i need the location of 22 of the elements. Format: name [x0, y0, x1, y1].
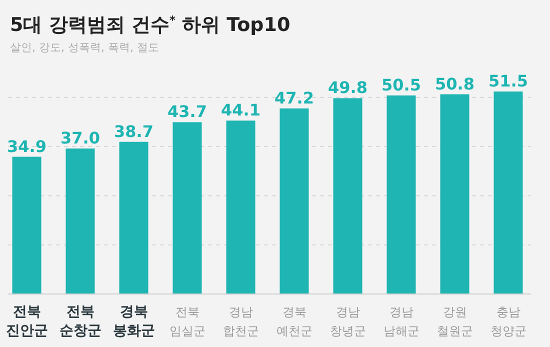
x-tick-label: 전북 임실군 — [169, 305, 206, 338]
title: 5대 강력범죄 건수$^{*}$ 하위 Top10 — [10, 13, 290, 36]
subtitle: 살인, 강도, 성폭력, 폭력, 절도 — [10, 41, 159, 54]
x-tick-label: 충남 청양군 — [490, 305, 526, 338]
x-tick-label: 경북 예천군 — [276, 305, 312, 338]
data-label: 38.7 — [114, 122, 154, 141]
x-tick-label: 경남 합천군 — [222, 305, 259, 338]
data-label: 49.8 — [328, 78, 368, 98]
data-label: 50.8 — [435, 74, 474, 94]
data-label: 44.1 — [221, 100, 260, 120]
x-tick-label: 강원 철원군 — [436, 305, 473, 338]
x-tick-label: 경북 봉화군 — [112, 304, 155, 339]
x-tick-label: 전북 진안군 — [6, 304, 48, 339]
data-label: 43.7 — [168, 102, 207, 122]
x-tick-label: 경남 창녕군 — [330, 305, 366, 338]
data-label: 34.9 — [7, 136, 46, 156]
data-label: 47.2 — [274, 88, 314, 108]
x-tick-label: 경남 남해군 — [383, 305, 420, 338]
x-tick-label: 전북 순창군 — [59, 304, 102, 339]
data-label: 51.5 — [488, 72, 528, 91]
data-label: 37.0 — [60, 128, 100, 148]
data-label: 50.5 — [382, 75, 421, 94]
